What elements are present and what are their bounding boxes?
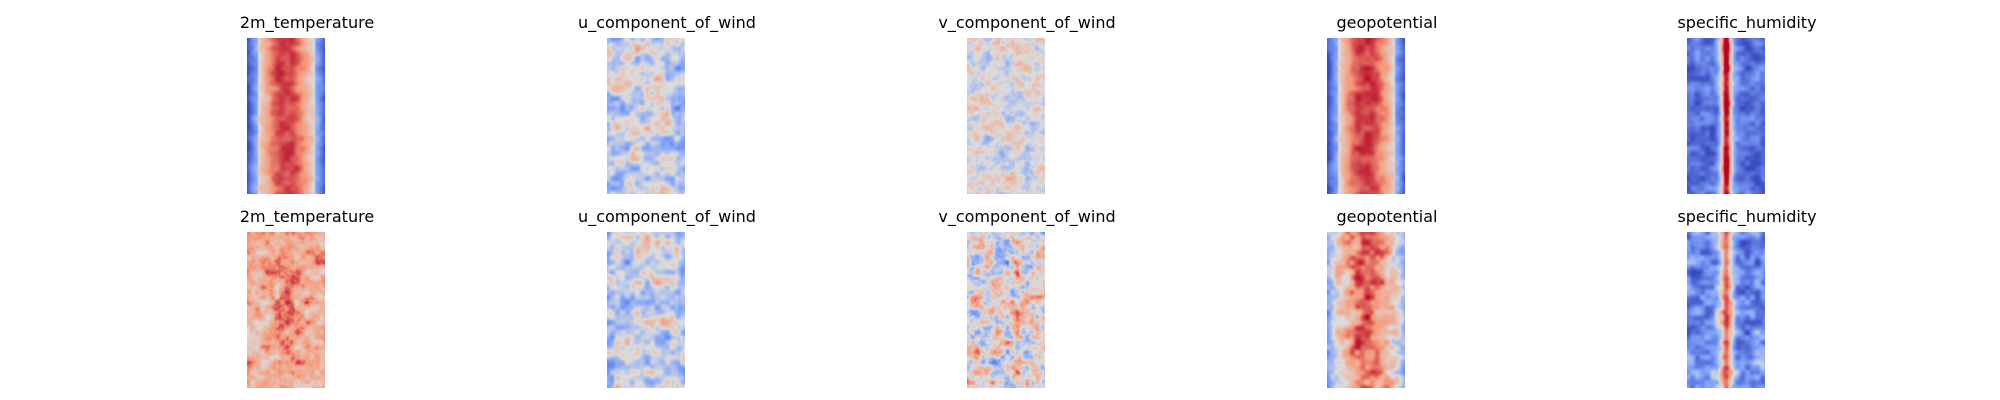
panel-title: 2m_temperature bbox=[239, 207, 375, 226]
heatmap-row1-v-component-of-wind bbox=[967, 38, 1045, 194]
heatmap-row2-2m-temperature bbox=[247, 232, 325, 388]
panel-title: v_component_of_wind bbox=[938, 13, 1116, 32]
panel-title: u_component_of_wind bbox=[578, 13, 756, 32]
heatmap-row2-specific-humidity bbox=[1687, 232, 1765, 388]
panel-title: 2m_temperature bbox=[239, 13, 375, 32]
heatmap-row1-2m-temperature bbox=[247, 38, 325, 194]
heatmap-row1-geopotential bbox=[1327, 38, 1405, 194]
heatmap-row1-u-component-of-wind bbox=[607, 38, 685, 194]
heatmap-row2-v-component-of-wind bbox=[967, 232, 1045, 388]
heatmap-row2-u-component-of-wind bbox=[607, 232, 685, 388]
panel-title: v_component_of_wind bbox=[938, 207, 1116, 226]
panel-title: specific_humidity bbox=[1677, 13, 1817, 32]
heatmap-row2-geopotential bbox=[1327, 232, 1405, 388]
panel-title: u_component_of_wind bbox=[578, 207, 756, 226]
panel-title: geopotential bbox=[1336, 207, 1438, 226]
heatmap-row1-specific-humidity bbox=[1687, 38, 1765, 194]
panel-title: geopotential bbox=[1336, 13, 1438, 32]
panel-title: specific_humidity bbox=[1677, 207, 1817, 226]
